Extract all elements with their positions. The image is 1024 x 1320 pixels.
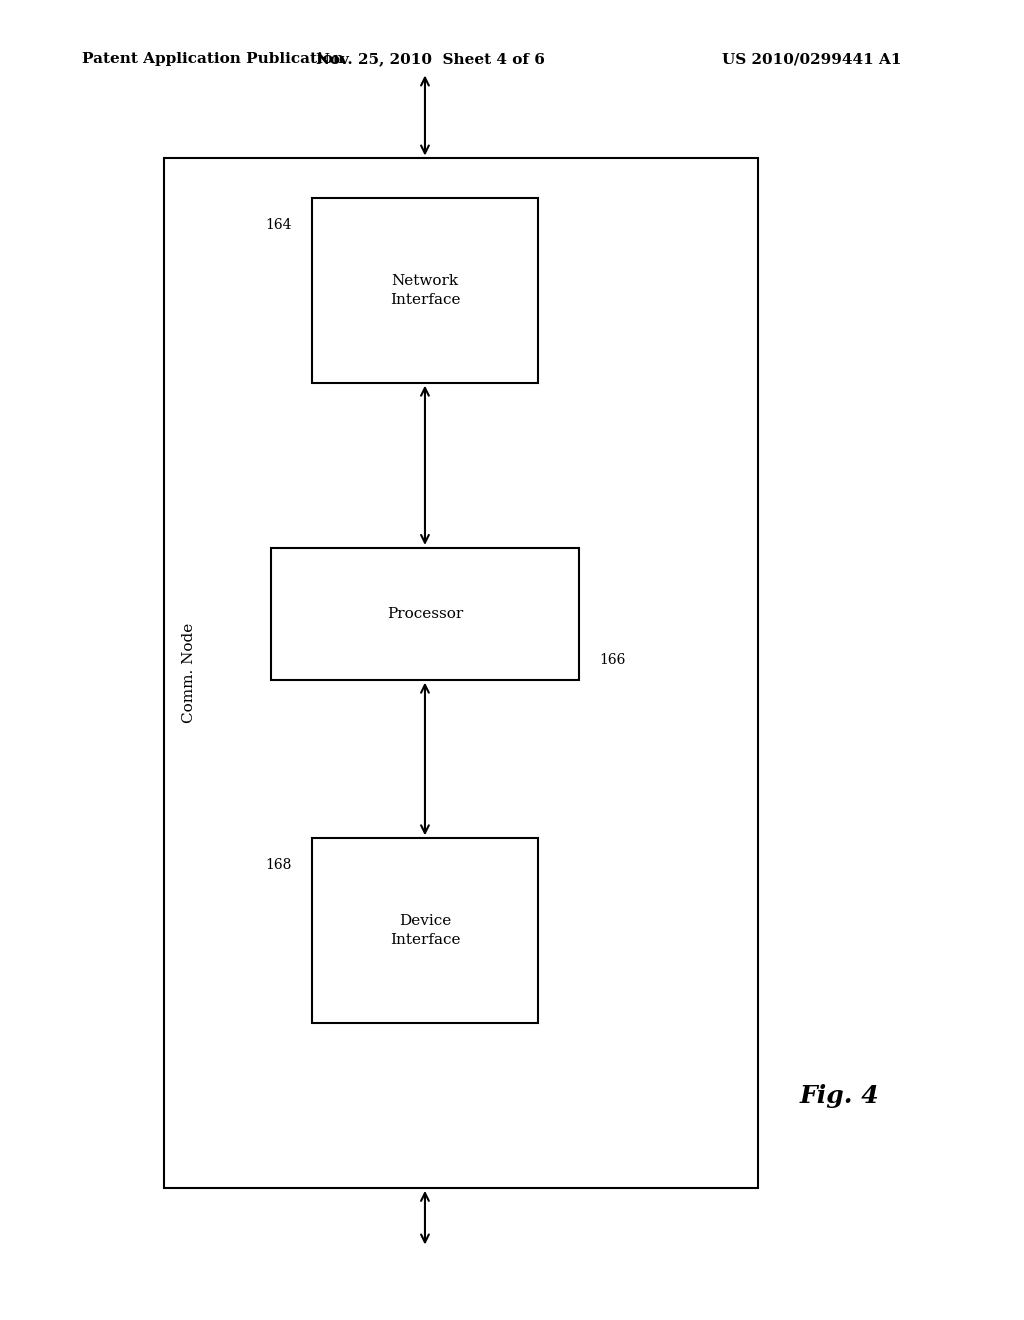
Text: US 2010/0299441 A1: US 2010/0299441 A1 bbox=[722, 53, 901, 66]
Text: Network
Interface: Network Interface bbox=[390, 273, 460, 308]
Text: 166: 166 bbox=[599, 652, 626, 667]
Text: Fig. 4: Fig. 4 bbox=[800, 1084, 880, 1107]
Text: 164: 164 bbox=[265, 218, 292, 232]
Text: Patent Application Publication: Patent Application Publication bbox=[82, 53, 344, 66]
Text: 168: 168 bbox=[265, 858, 292, 873]
Bar bbox=[164, 158, 758, 1188]
Bar bbox=[312, 198, 538, 383]
Text: Nov. 25, 2010  Sheet 4 of 6: Nov. 25, 2010 Sheet 4 of 6 bbox=[315, 53, 545, 66]
Bar bbox=[312, 838, 538, 1023]
Text: Comm. Node: Comm. Node bbox=[182, 623, 197, 723]
Text: Processor: Processor bbox=[387, 607, 463, 620]
Bar bbox=[271, 548, 579, 680]
Text: Device
Interface: Device Interface bbox=[390, 913, 460, 948]
